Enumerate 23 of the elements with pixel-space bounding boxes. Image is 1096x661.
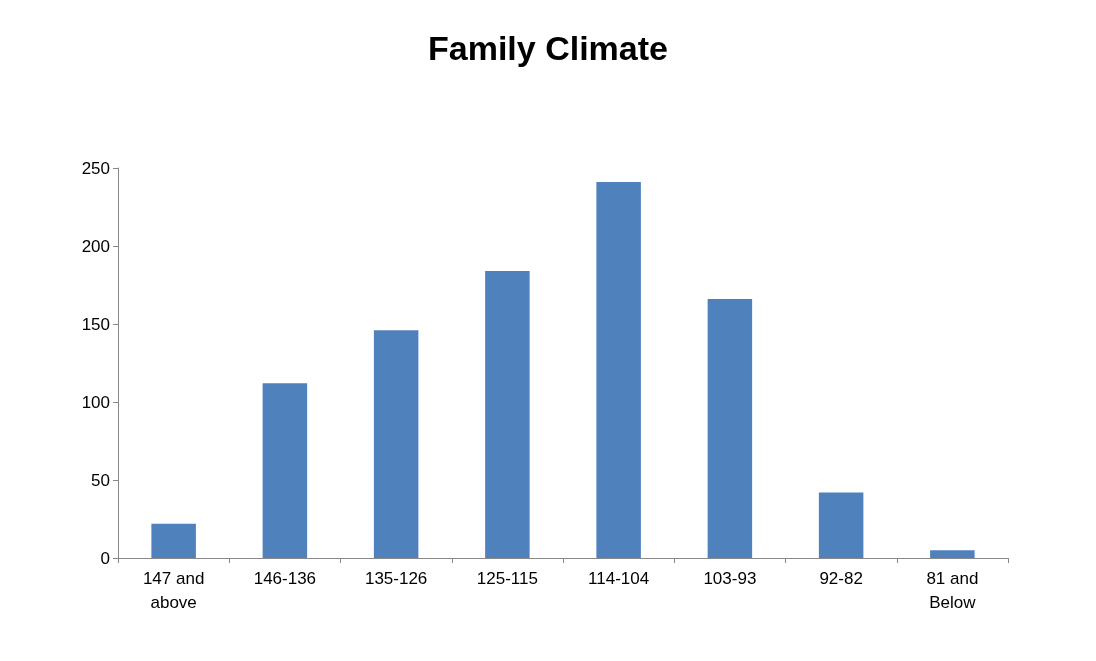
x-tick-label: 114-104	[588, 568, 650, 588]
y-tick-label: 250	[81, 158, 110, 178]
bar	[262, 383, 308, 558]
x-tick-label: 81 and Below	[926, 568, 979, 612]
bar	[596, 182, 641, 558]
x-tick-label: 146-136	[253, 568, 317, 588]
y-tick-label: 200	[81, 236, 110, 256]
bar	[818, 492, 864, 558]
y-tick-label: 50	[91, 470, 110, 490]
bar	[373, 330, 419, 558]
x-tick-label: 103-93	[703, 568, 757, 588]
chart-title: Family Climate	[428, 29, 668, 67]
x-tick-label: 92-82	[819, 568, 863, 588]
x-tick-label: 135-126	[364, 568, 428, 588]
bar	[485, 270, 530, 558]
bar	[151, 523, 196, 558]
x-tick-label: 147 and above	[142, 568, 205, 612]
x-tick-label: 125-115	[476, 568, 538, 588]
y-tick-label: 150	[81, 314, 110, 334]
bar	[930, 550, 975, 558]
bar	[707, 299, 753, 558]
y-tick-label: 100	[81, 392, 110, 412]
y-tick-label: 0	[100, 548, 110, 568]
